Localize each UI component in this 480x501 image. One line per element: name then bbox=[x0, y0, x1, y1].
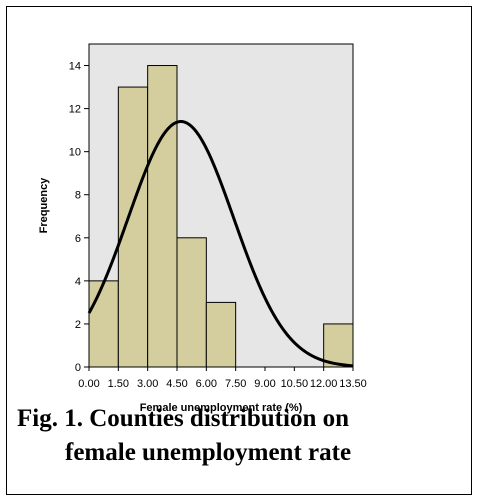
x-tick-label: 12.00 bbox=[310, 378, 338, 390]
x-tick-label: 1.50 bbox=[108, 378, 129, 390]
x-tick-label: 0.00 bbox=[78, 378, 99, 390]
x-tick-label: 3.00 bbox=[137, 378, 158, 390]
y-tick-label: 2 bbox=[75, 319, 81, 331]
y-tick-label: 6 bbox=[75, 233, 81, 245]
y-tick-label: 0 bbox=[75, 362, 81, 374]
caption-line-2: female unemployment rate bbox=[65, 439, 352, 466]
y-tick-label: 10 bbox=[69, 147, 81, 159]
y-tick-label: 14 bbox=[69, 61, 81, 73]
x-tick-label: 13.50 bbox=[339, 378, 367, 390]
histogram-bar bbox=[176, 237, 207, 368]
y-axis: 0 2 4 6 8 10 12 14 bbox=[69, 44, 90, 374]
x-tick-label: 9.00 bbox=[254, 378, 275, 390]
caption-line-1: Fig. 1. Counties distribution on bbox=[17, 405, 350, 432]
x-axis: 0.00 1.50 3.00 4.50 6.00 7.50 9.00 10.50 12.00 13… bbox=[78, 367, 367, 390]
histogram-bar bbox=[147, 65, 178, 368]
x-tick-label: 10.50 bbox=[281, 378, 309, 390]
x-tick-label: 7.50 bbox=[225, 378, 246, 390]
histogram-bar bbox=[323, 323, 354, 368]
x-tick-label: 6.00 bbox=[196, 378, 217, 390]
x-axis-label: Female unemployment rate (%) bbox=[140, 402, 303, 414]
histogram-chart: 0 2 4 6 8 10 12 14 0.00 1.50 3.00 4.50 6.00 7.50 9.00… bbox=[38, 43, 367, 414]
histogram-bar bbox=[117, 86, 149, 368]
y-axis-label: Frequency bbox=[38, 177, 50, 234]
figure-caption: Fig. 1. Counties distribution on female … bbox=[0, 402, 480, 470]
y-tick-label: 4 bbox=[75, 276, 81, 288]
y-tick-label: 12 bbox=[69, 104, 81, 116]
normal-curve bbox=[87, 120, 354, 368]
histogram-bar bbox=[205, 301, 237, 368]
y-tick-label: 8 bbox=[75, 190, 81, 202]
histogram-bar bbox=[88, 280, 119, 368]
x-tick-label: 4.50 bbox=[166, 378, 187, 390]
